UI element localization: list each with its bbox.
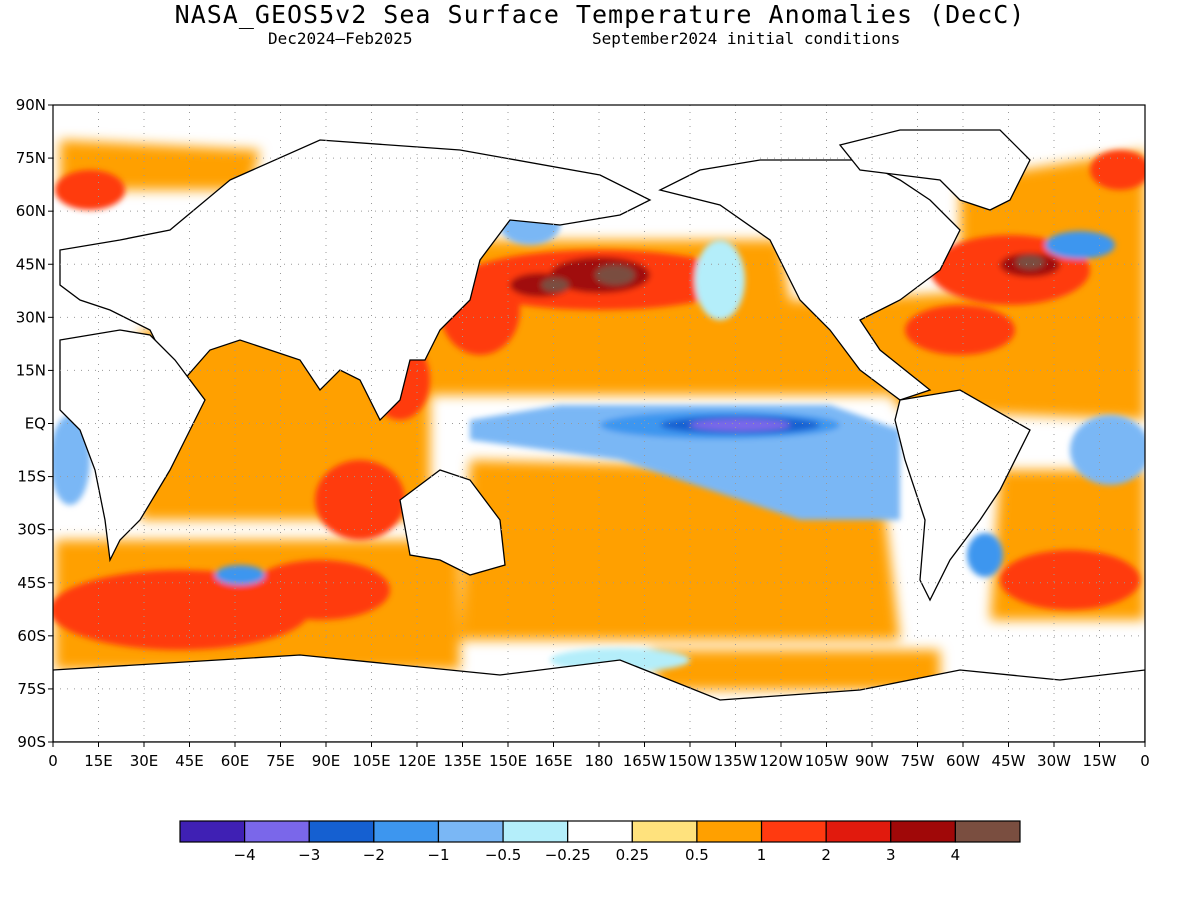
colorbar-swatch: [631, 820, 698, 843]
lat-label: 30N: [16, 308, 46, 326]
lon-label: 90E: [312, 752, 341, 770]
anomaly-field: [53, 105, 1145, 742]
colorbar-label: −0.25: [545, 846, 591, 864]
lon-label: 120W: [759, 752, 803, 770]
land: [53, 129, 1145, 742]
lon-label: 60E: [221, 752, 250, 770]
lon-label: 90W: [855, 752, 889, 770]
lat-label: EQ: [25, 415, 46, 433]
colorbar-swatch: [567, 820, 633, 843]
colorbar-swatch: [696, 820, 763, 843]
colorbar-label: −2: [363, 846, 385, 864]
colorbar-legend: −4 −3 −2 −1 −0.5 −0.25 0.25 0.5 1 2 3 4: [179, 820, 1021, 864]
lon-label: 15E: [84, 752, 113, 770]
colorbar-swatch: [825, 820, 892, 843]
lon-label: 45E: [175, 752, 204, 770]
colorbar-label: 2: [821, 846, 831, 864]
lon-label: 75E: [266, 752, 295, 770]
colorbar-label: −1: [427, 846, 449, 864]
initial-conditions: September2024 initial conditions: [592, 29, 901, 48]
colorbar-swatch: [179, 820, 246, 843]
lon-label: 30E: [130, 752, 159, 770]
lat-label: 15S: [17, 468, 46, 486]
lat-label: 15N: [16, 361, 46, 379]
lon-label: 165E: [534, 752, 572, 770]
lon-label: 105E: [352, 752, 390, 770]
latitude-labels: 90N 75N 60N 45N 30N 15N EQ 15S 30S 45S 60S 75S 90S: [16, 96, 46, 751]
lon-label: 15W: [1083, 752, 1117, 770]
colorbar-label: 0.5: [685, 846, 709, 864]
colorbar-swatch: [244, 820, 310, 843]
colorbar-label: 4: [951, 846, 961, 864]
lon-label: 105W: [805, 752, 849, 770]
colorbar-swatch: [954, 820, 1021, 843]
longitude-labels: 0 15E 30E 45E 60E 75E 90E 105E 120E 135E 150E 165E 1…: [48, 752, 1150, 770]
lat-label: 90S: [17, 733, 46, 751]
lat-label: 60N: [16, 202, 46, 220]
lon-label: 120E: [398, 752, 436, 770]
colorbar-label: −0.5: [485, 846, 521, 864]
lon-label: 150E: [489, 752, 527, 770]
lat-label: 90N: [16, 96, 46, 114]
lon-label: 45W: [992, 752, 1026, 770]
graticule: [53, 105, 1145, 742]
lon-label: 30W: [1037, 752, 1071, 770]
colorbar-swatch: [760, 820, 827, 843]
colorbar-label: 1: [757, 846, 767, 864]
colorbar-label: −3: [298, 846, 320, 864]
lon-label: 0: [48, 752, 58, 770]
lon-label: 75W: [901, 752, 935, 770]
lon-label: 60W: [946, 752, 980, 770]
lon-label: 180: [585, 752, 614, 770]
lat-label: 45S: [17, 574, 46, 592]
lat-label: 60S: [17, 627, 46, 645]
lat-label: 45N: [16, 255, 46, 273]
colorbar-swatch: [437, 820, 504, 843]
colorbar-swatch: [308, 820, 375, 843]
lon-label: 165W: [623, 752, 667, 770]
lon-label: 135W: [714, 752, 758, 770]
lat-label: 30S: [17, 521, 46, 539]
colorbar-label: −4: [234, 846, 256, 864]
colorbar-label: 0.25: [616, 846, 649, 864]
lat-label: 75N: [16, 149, 46, 167]
colorbar-label: 3: [886, 846, 896, 864]
lat-label: 75S: [17, 680, 46, 698]
lon-label: 150W: [668, 752, 712, 770]
forecast-period: Dec2024–Feb2025: [268, 29, 413, 48]
lon-label: 135E: [443, 752, 481, 770]
colorbar-swatch: [373, 820, 440, 843]
lon-label: 0: [1140, 752, 1150, 770]
colorbar-swatch: [890, 820, 956, 843]
map-title: NASA_GEOS5v2 Sea Surface Temperature Ano…: [174, 0, 1026, 29]
colorbar-swatch: [502, 820, 569, 843]
